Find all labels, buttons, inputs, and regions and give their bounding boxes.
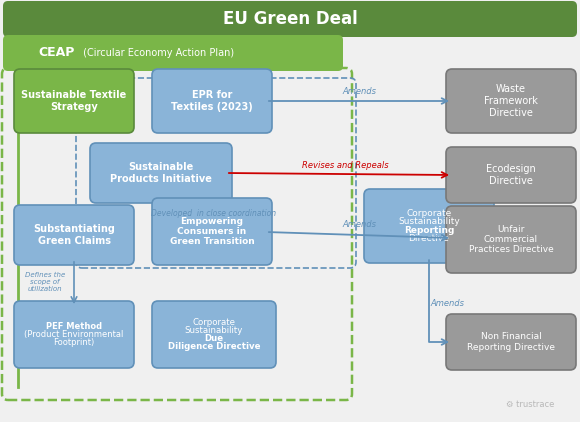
Text: Due: Due: [204, 334, 223, 343]
Text: PEF Method: PEF Method: [46, 322, 102, 331]
FancyBboxPatch shape: [14, 205, 134, 265]
Text: Amends: Amends: [430, 300, 464, 308]
Text: (Product Environmental: (Product Environmental: [24, 330, 124, 339]
Text: EU Green Deal: EU Green Deal: [223, 10, 357, 28]
Text: Unfair
Commercial
Practices Directive: Unfair Commercial Practices Directive: [469, 225, 553, 254]
Text: CEAP: CEAP: [38, 46, 74, 60]
FancyBboxPatch shape: [90, 143, 232, 203]
FancyBboxPatch shape: [364, 189, 494, 263]
Text: Sustainability: Sustainability: [398, 217, 460, 226]
FancyBboxPatch shape: [3, 35, 343, 71]
Text: Footprint): Footprint): [53, 338, 95, 347]
Text: Directive: Directive: [408, 234, 450, 243]
FancyBboxPatch shape: [152, 198, 272, 265]
Text: Amends: Amends: [342, 87, 376, 96]
Text: Corporate: Corporate: [407, 208, 452, 218]
Text: Non Financial
Reporting Directive: Non Financial Reporting Directive: [467, 332, 555, 352]
Text: Defines the
scope of
utilization: Defines the scope of utilization: [25, 272, 65, 292]
FancyBboxPatch shape: [14, 301, 134, 368]
Text: EPR for
Textiles (2023): EPR for Textiles (2023): [171, 90, 253, 112]
Text: Waste
Framework
Directive: Waste Framework Directive: [484, 84, 538, 118]
Text: Sustainability: Sustainability: [185, 326, 243, 335]
Text: (Circular Economy Action Plan): (Circular Economy Action Plan): [80, 48, 234, 58]
Text: ⚙ trustrace: ⚙ trustrace: [506, 400, 554, 408]
FancyBboxPatch shape: [152, 69, 272, 133]
Text: Sustainable
Products Initiative: Sustainable Products Initiative: [110, 162, 212, 184]
FancyBboxPatch shape: [446, 147, 576, 203]
Text: Developed  in close coordination: Developed in close coordination: [151, 209, 277, 219]
Text: Substantiating
Green Claims: Substantiating Green Claims: [33, 224, 115, 246]
Text: Empowering
Consumers in
Green Transition: Empowering Consumers in Green Transition: [169, 216, 255, 246]
FancyBboxPatch shape: [446, 314, 576, 370]
FancyBboxPatch shape: [14, 69, 134, 133]
Text: Amends: Amends: [342, 220, 376, 229]
Text: Sustainable Textile
Strategy: Sustainable Textile Strategy: [21, 90, 126, 112]
FancyBboxPatch shape: [446, 206, 576, 273]
FancyBboxPatch shape: [446, 69, 576, 133]
FancyBboxPatch shape: [152, 301, 276, 368]
Text: Revises and Repeals: Revises and Repeals: [302, 161, 389, 170]
FancyBboxPatch shape: [3, 1, 577, 37]
Text: Diligence Directive: Diligence Directive: [168, 342, 260, 351]
Text: Reporting: Reporting: [404, 226, 454, 235]
Text: Ecodesign
Directive: Ecodesign Directive: [486, 164, 536, 186]
Text: Corporate: Corporate: [193, 318, 235, 327]
